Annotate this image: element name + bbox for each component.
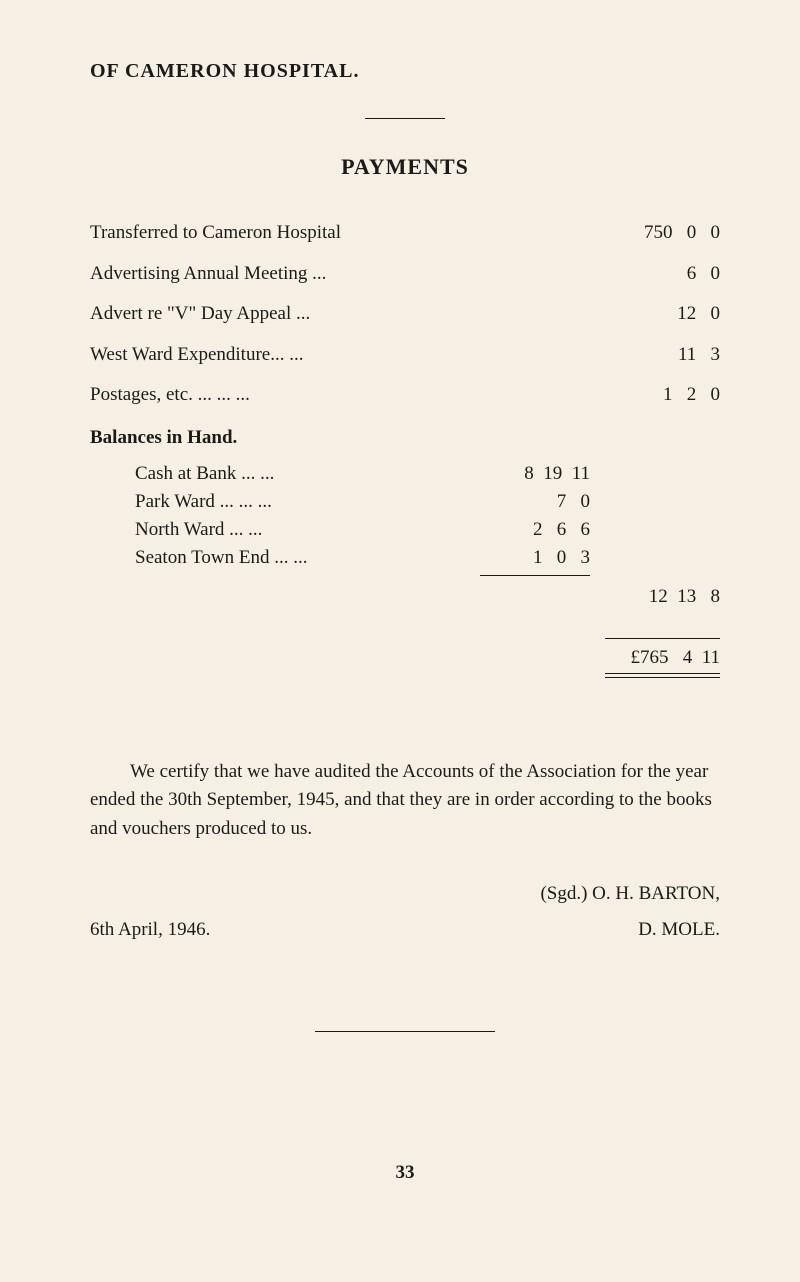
payment-label: Advertising Annual Meeting ...: [90, 261, 620, 288]
payment-amount: 750 0 0: [620, 220, 720, 247]
balance-amount: 1 0 3: [480, 547, 590, 569]
spacer: [90, 586, 620, 608]
signature-right: (Sgd.) O. H. BARTON,: [540, 883, 720, 919]
payment-amount: 11 3: [620, 342, 720, 369]
payment-row: Transferred to Cameron Hospital 750 0 0: [90, 220, 720, 247]
payment-label: West Ward Expenditure... ...: [90, 342, 620, 369]
signature-date: 6th April, 1946.: [90, 919, 210, 941]
spacer: [90, 647, 620, 669]
payment-row: Advert re "V" Day Appeal ... 12 0: [90, 301, 720, 328]
grand-total-row: £765 4 11: [90, 647, 720, 669]
balance-row: North Ward ... ... 2 6 6: [90, 519, 720, 541]
certification-text: We certify that we have audited the Acco…: [90, 758, 720, 844]
balance-row: Cash at Bank ... ... 8 19 11: [90, 463, 720, 485]
page-container: OF CAMERON HOSPITAL. PAYMENTS Transferre…: [0, 0, 800, 1282]
payment-amount: 12 0: [620, 301, 720, 328]
grand-total: £765 4 11: [620, 647, 720, 669]
balance-row: Seaton Town End ... ... 1 0 3: [90, 547, 720, 569]
balances-subtotal: 12 13 8: [620, 586, 720, 608]
payment-label: Postages, etc. ... ... ...: [90, 382, 620, 409]
balance-label: North Ward ... ...: [135, 519, 480, 541]
balance-amount: 8 19 11: [480, 463, 590, 485]
signature-name: D. MOLE.: [638, 919, 720, 941]
payment-row: Postages, etc. ... ... ... 1 2 0: [90, 382, 720, 409]
payment-label: Advert re "V" Day Appeal ...: [90, 301, 620, 328]
balance-row: Park Ward ... ... ... 7 0: [90, 491, 720, 513]
balances-heading: Balances in Hand.: [90, 427, 720, 449]
footer-divider: [315, 1031, 495, 1032]
balance-label: Cash at Bank ... ...: [135, 463, 480, 485]
header-divider: [365, 118, 445, 119]
balance-label: Seaton Town End ... ...: [135, 547, 480, 569]
signature-sgd: (Sgd.) O. H. BARTON,: [540, 883, 720, 905]
payment-label: Transferred to Cameron Hospital: [90, 220, 620, 247]
payment-amount: 6 0: [620, 261, 720, 288]
payment-row: Advertising Annual Meeting ... 6 0: [90, 261, 720, 288]
page-number: 33: [90, 1162, 720, 1184]
document-header: OF CAMERON HOSPITAL.: [90, 60, 720, 83]
balance-amount: 2 6 6: [480, 519, 590, 541]
balances-subtotal-row: 12 13 8: [90, 586, 720, 608]
subtotal-rule: [480, 575, 590, 576]
payment-row: West Ward Expenditure... ... 11 3: [90, 342, 720, 369]
grand-total-double-rule: [605, 673, 720, 678]
payments-title: PAYMENTS: [90, 154, 720, 180]
payment-amount: 1 2 0: [620, 382, 720, 409]
grand-total-top-rule: [605, 638, 720, 639]
balance-amount: 7 0: [480, 491, 590, 513]
balance-label: Park Ward ... ... ...: [135, 491, 480, 513]
signature-block: (Sgd.) O. H. BARTON,: [90, 883, 720, 919]
signature-block-2: 6th April, 1946. D. MOLE.: [90, 919, 720, 941]
